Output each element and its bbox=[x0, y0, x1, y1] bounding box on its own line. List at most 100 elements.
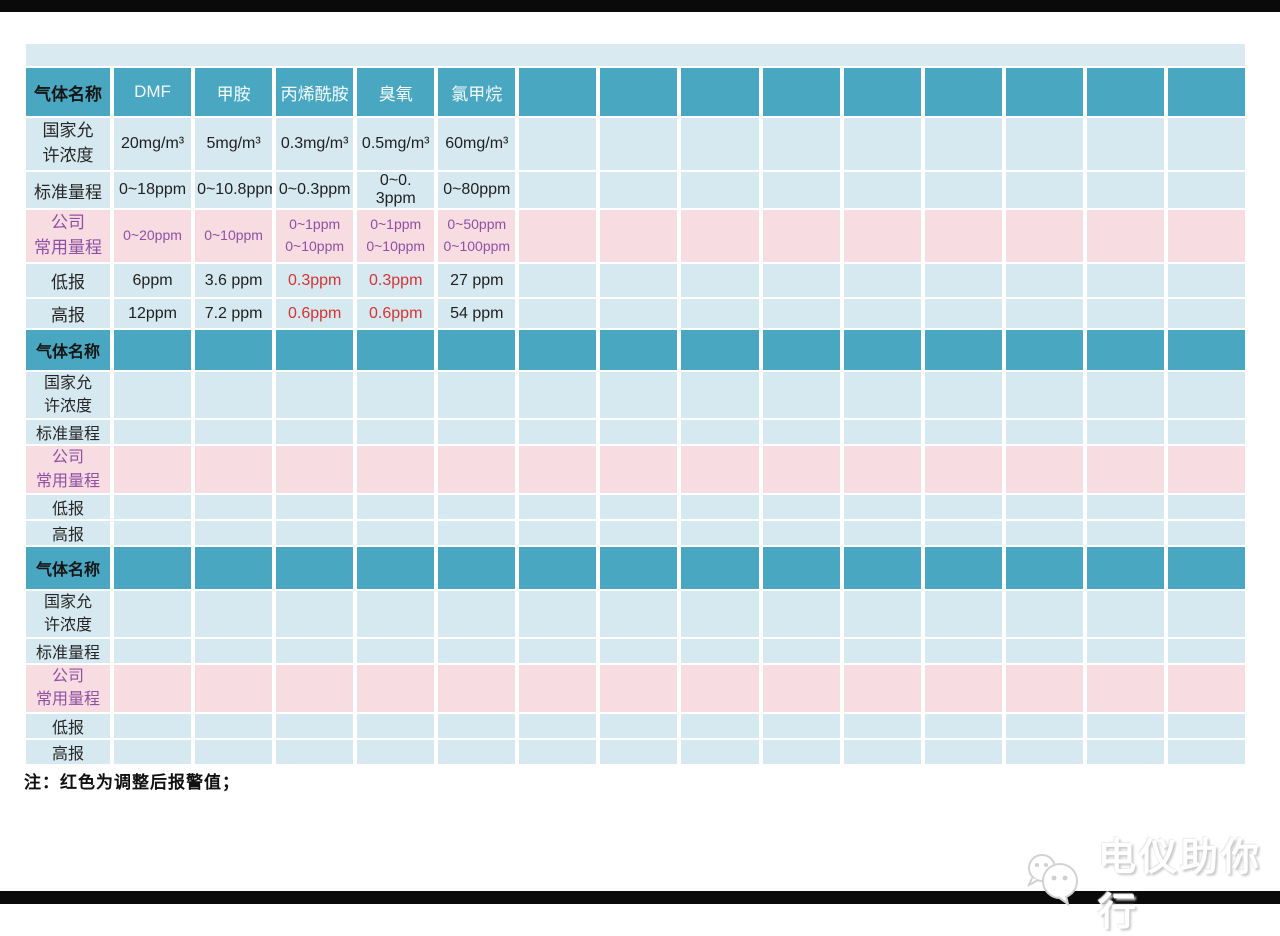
national-allowed-concentration-value bbox=[1086, 118, 1164, 170]
high-alarm-value bbox=[114, 739, 192, 764]
low-alarm-value bbox=[1167, 264, 1245, 297]
national-allowed-concentration-value bbox=[924, 590, 1002, 638]
low-alarm-value bbox=[1167, 713, 1245, 738]
high-alarm-value bbox=[924, 739, 1002, 764]
gas-header-empty bbox=[843, 546, 921, 589]
national-allowed-concentration-label: 国家允 许浓度 bbox=[26, 372, 110, 419]
company-common-range-value bbox=[195, 665, 273, 712]
high-alarm-value bbox=[681, 520, 759, 545]
gas-header-甲胺: 甲胺 bbox=[195, 68, 273, 116]
national-allowed-concentration-value bbox=[1005, 372, 1083, 419]
company-common-range-value bbox=[519, 446, 597, 493]
standard-range-value bbox=[924, 172, 1002, 208]
standard-range-value: 0~0. 3ppm bbox=[357, 172, 435, 208]
standard-range-value bbox=[1086, 420, 1164, 445]
standard-range-value bbox=[1005, 420, 1083, 445]
company-common-range-value: 0~1ppm 0~10ppm bbox=[276, 210, 354, 262]
gas-header-empty bbox=[843, 330, 921, 370]
standard-range-value bbox=[1167, 639, 1245, 664]
high-alarm-value bbox=[762, 739, 840, 764]
low-alarm-value bbox=[762, 494, 840, 519]
gas-header-empty bbox=[1005, 546, 1083, 589]
standard-range-value bbox=[195, 420, 273, 445]
company-common-range-value bbox=[600, 446, 678, 493]
national-allowed-concentration-value bbox=[681, 590, 759, 638]
national-allowed-concentration-value bbox=[438, 372, 516, 419]
low-alarm-value bbox=[1086, 713, 1164, 738]
low-alarm-value bbox=[1005, 713, 1083, 738]
low-alarm-value bbox=[681, 494, 759, 519]
low-alarm-value bbox=[1167, 494, 1245, 519]
low-alarm-value bbox=[600, 264, 678, 297]
standard-range-value bbox=[438, 639, 516, 664]
high-alarm-value bbox=[438, 739, 516, 764]
gas-header-empty bbox=[1167, 68, 1245, 116]
high-alarm-value bbox=[1167, 739, 1245, 764]
high-alarm-value bbox=[681, 299, 759, 328]
high-alarm-value bbox=[519, 520, 597, 545]
gas-header-empty bbox=[114, 330, 192, 370]
low-alarm-label: 低报 bbox=[26, 494, 110, 519]
company-common-range-value bbox=[843, 446, 921, 493]
national-allowed-concentration-value bbox=[114, 590, 192, 638]
top-black-bar bbox=[0, 0, 1280, 12]
high-alarm-value bbox=[276, 520, 354, 545]
high-alarm-value bbox=[1167, 299, 1245, 328]
high-alarm-value bbox=[924, 520, 1002, 545]
low-alarm-value bbox=[843, 713, 921, 738]
standard-range-value: 0~18ppm bbox=[114, 172, 192, 208]
national-allowed-concentration-value bbox=[276, 372, 354, 419]
national-allowed-concentration-value: 0.3mg/m³ bbox=[276, 118, 354, 170]
gas-header-empty bbox=[762, 68, 840, 116]
company-common-range-value bbox=[681, 446, 759, 493]
gas-name-header: 气体名称 bbox=[26, 546, 110, 589]
national-allowed-concentration-value bbox=[195, 590, 273, 638]
company-common-range-value bbox=[762, 210, 840, 262]
low-alarm-value bbox=[438, 713, 516, 738]
company-common-range-value bbox=[681, 665, 759, 712]
high-alarm-value bbox=[1005, 520, 1083, 545]
high-alarm-value bbox=[519, 299, 597, 328]
national-allowed-concentration-value bbox=[519, 118, 597, 170]
low-alarm-value bbox=[600, 713, 678, 738]
national-allowed-concentration-value: 60mg/m³ bbox=[438, 118, 516, 170]
high-alarm-value: 54 ppm bbox=[438, 299, 516, 328]
standard-range-value bbox=[681, 172, 759, 208]
company-common-range-value bbox=[438, 446, 516, 493]
high-alarm-value bbox=[1086, 299, 1164, 328]
company-common-range-value bbox=[114, 446, 192, 493]
gas-header-empty bbox=[681, 68, 759, 116]
low-alarm-value bbox=[924, 264, 1002, 297]
high-alarm-value bbox=[600, 739, 678, 764]
standard-range-value bbox=[762, 639, 840, 664]
low-alarm-value bbox=[600, 494, 678, 519]
standard-range-value bbox=[1005, 639, 1083, 664]
low-alarm-value bbox=[681, 713, 759, 738]
gas-header-empty bbox=[600, 68, 678, 116]
standard-range-value bbox=[600, 639, 678, 664]
standard-range-value bbox=[1086, 639, 1164, 664]
standard-range-value bbox=[843, 639, 921, 664]
standard-range-value bbox=[1086, 172, 1164, 208]
gas-header-empty bbox=[1086, 330, 1164, 370]
high-alarm-value: 7.2 ppm bbox=[195, 299, 273, 328]
low-alarm-value bbox=[843, 264, 921, 297]
gas-name-header: 气体名称 bbox=[26, 330, 110, 370]
standard-range-value: 0~10.8ppm bbox=[195, 172, 273, 208]
gas-header-empty bbox=[357, 546, 435, 589]
national-allowed-concentration-value: 0.5mg/m³ bbox=[357, 118, 435, 170]
standard-range-value bbox=[600, 172, 678, 208]
national-allowed-concentration-value: 5mg/m³ bbox=[195, 118, 273, 170]
gas-header-empty bbox=[1086, 546, 1164, 589]
low-alarm-value bbox=[114, 494, 192, 519]
gas-header-empty bbox=[1086, 68, 1164, 116]
low-alarm-value bbox=[357, 494, 435, 519]
low-alarm-value bbox=[924, 713, 1002, 738]
high-alarm-value bbox=[357, 520, 435, 545]
gas-header-empty bbox=[924, 330, 1002, 370]
national-allowed-concentration-value bbox=[843, 372, 921, 419]
standard-range-value bbox=[519, 420, 597, 445]
company-common-range-value bbox=[1005, 210, 1083, 262]
national-allowed-concentration-value bbox=[114, 372, 192, 419]
national-allowed-concentration-value bbox=[1005, 590, 1083, 638]
